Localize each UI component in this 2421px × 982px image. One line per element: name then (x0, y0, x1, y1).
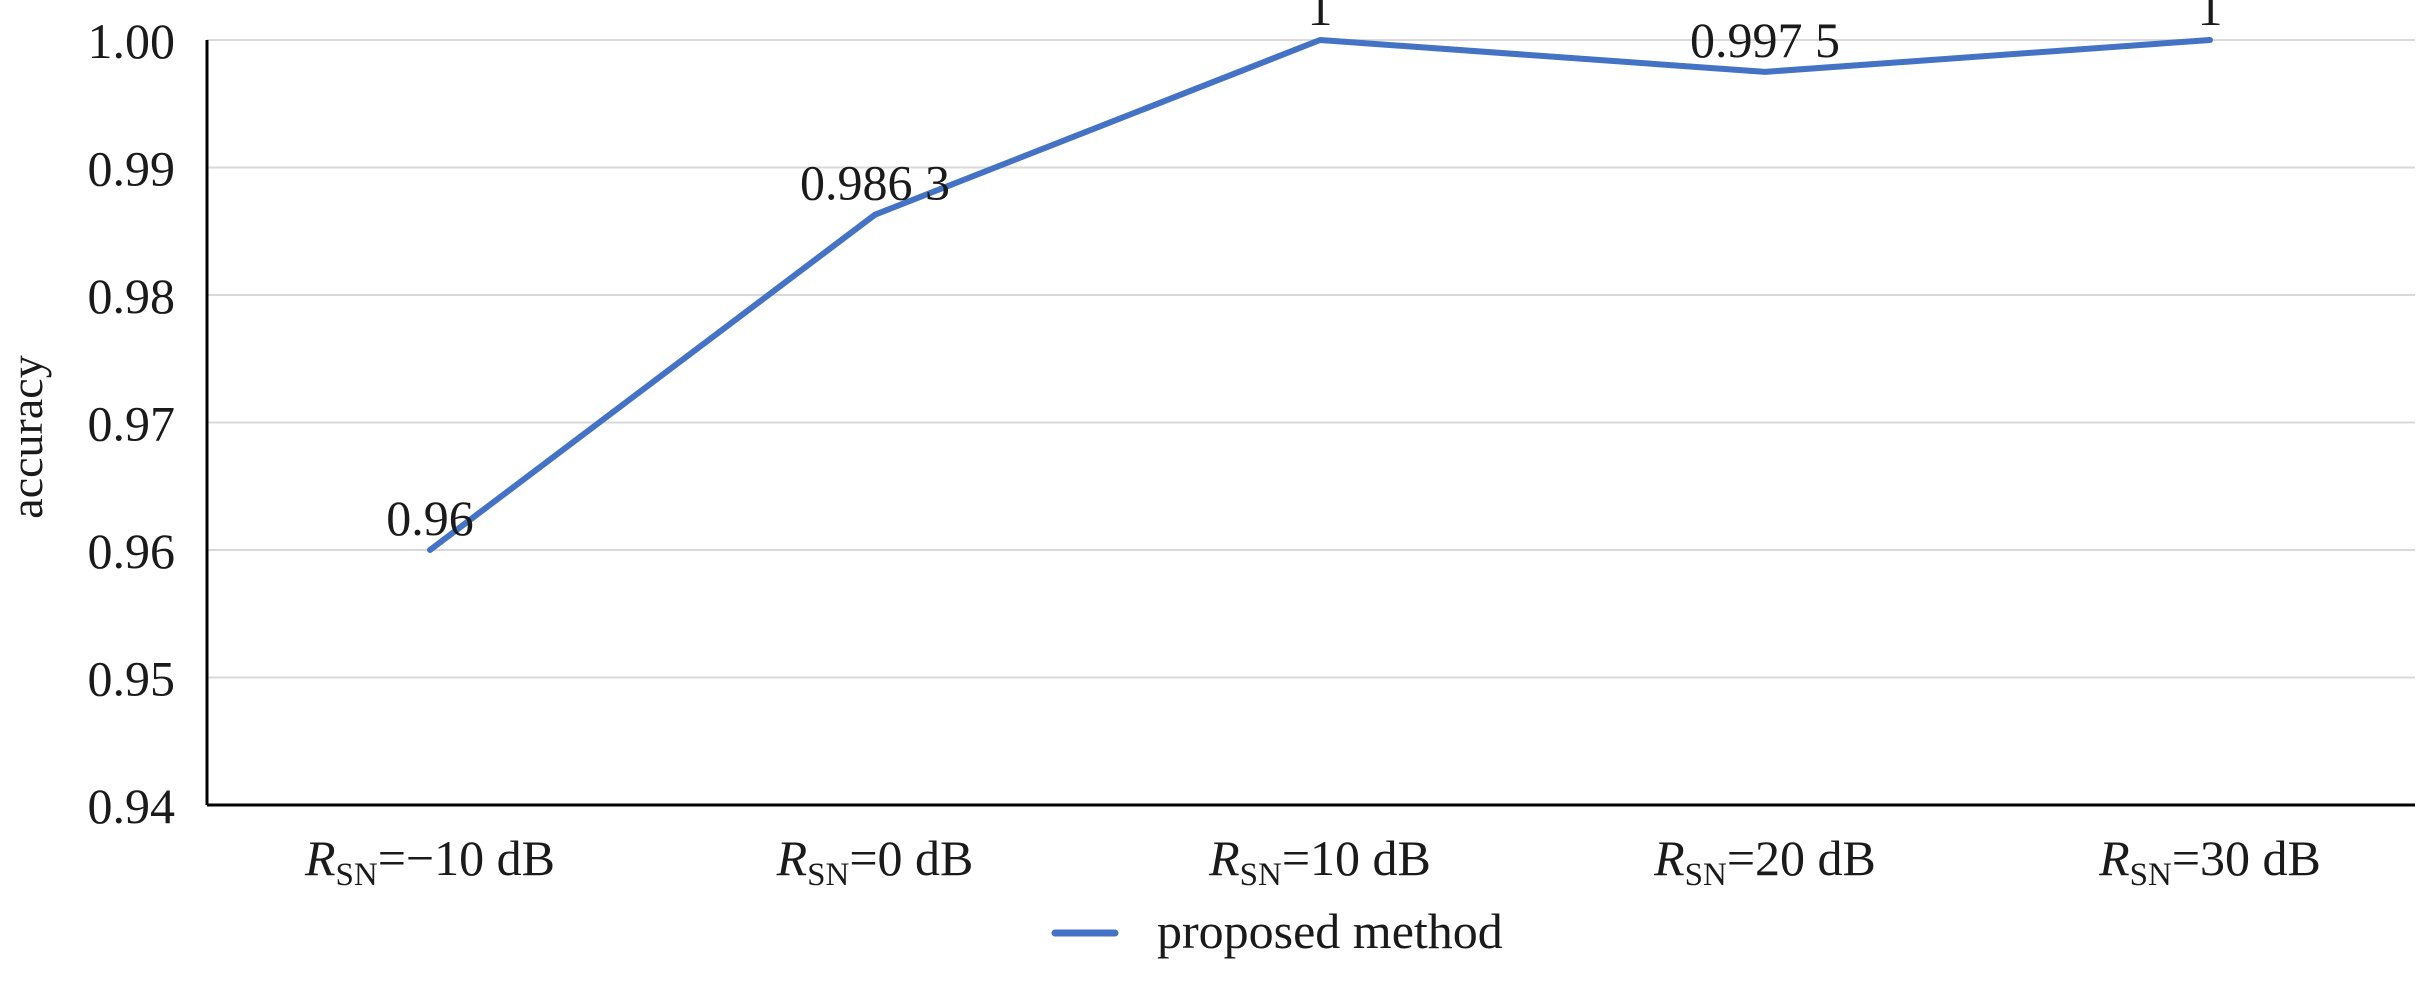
y-tick-label: 0.97 (88, 396, 176, 452)
y-axis-label: accuracy (1, 355, 52, 518)
data-point (2208, 38, 2212, 42)
data-label: 1 (1308, 0, 1333, 36)
x-tick-labels: RSN=−10 dB RSN=0 dB RSN=10 dB RSN=20 dB RSN=… (304, 830, 2321, 893)
axes (205, 40, 2415, 807)
data-point (1763, 69, 1767, 74)
x-tick-label: RSN=30 dB (2098, 830, 2321, 893)
y-tick-label: 0.94 (88, 778, 176, 834)
data-label: 1 (2198, 0, 2223, 36)
data-label: 0.96 (386, 490, 474, 546)
data-label: 0.986 3 (800, 155, 950, 211)
y-tick-label: 0.96 (88, 523, 176, 579)
x-tick-label: RSN=20 dB (1653, 830, 1876, 893)
x-tick-label: RSN=0 dB (776, 830, 974, 893)
data-point (1318, 38, 1322, 42)
y-tick-labels: 0.94 0.95 0.96 0.97 0.98 0.99 1.00 (88, 13, 176, 834)
x-tick-label: RSN=−10 dB (304, 830, 555, 893)
data-point (428, 548, 432, 552)
y-tick-label: 0.98 (88, 268, 176, 324)
y-tick-label: 1.00 (88, 13, 176, 69)
data-point (873, 212, 877, 217)
data-labels: 0.96 0.986 3 1 0.997 5 1 (386, 0, 2222, 546)
gridlines (207, 39, 2415, 679)
legend-label: proposed method (1157, 903, 1503, 959)
data-label: 0.997 5 (1690, 12, 1840, 68)
y-tick-label: 0.99 (88, 141, 176, 197)
y-tick-label: 0.95 (88, 651, 176, 707)
x-tick-label: RSN=10 dB (1208, 830, 1431, 893)
legend: proposed method (1051, 903, 1503, 959)
series (427, 37, 2213, 553)
